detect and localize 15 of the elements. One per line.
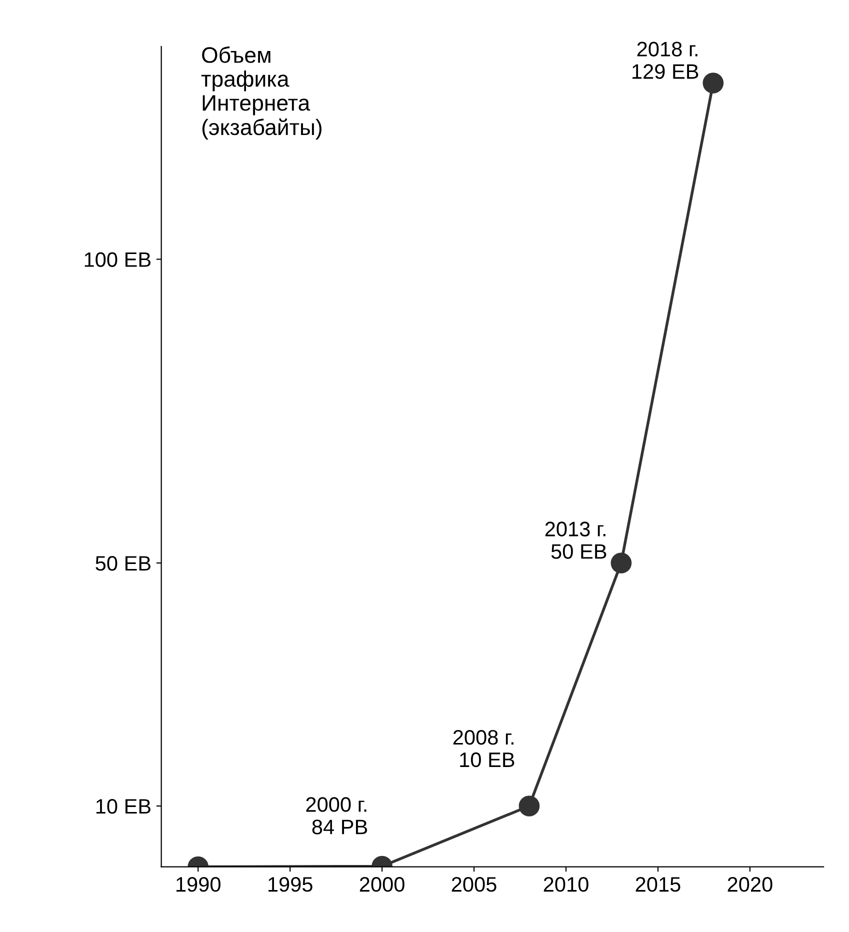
x-tick-label: 2020 bbox=[728, 877, 772, 892]
annotation: 2013 г. 50 EB bbox=[545, 522, 606, 559]
x-tick-label: 2015 bbox=[636, 877, 680, 892]
annotation: 2018 г. 129 EB bbox=[632, 42, 698, 79]
x-tick-label: 2000 bbox=[360, 877, 404, 892]
y-tick-label: 100 EB bbox=[84, 252, 150, 267]
x-tick-label: 2005 bbox=[452, 877, 496, 892]
x-tick-label: 1995 bbox=[268, 877, 312, 892]
y-axis-title: Объем трафика Интернета (экзабайты) bbox=[201, 46, 322, 140]
annotation: 2008 г. 10 EB bbox=[453, 730, 514, 768]
y-tick-label: 10 EB bbox=[96, 799, 150, 814]
x-tick-label: 1990 bbox=[176, 877, 220, 892]
y-tick-label: 50 EB bbox=[96, 556, 150, 571]
annotation: 2000 г. 84 PB bbox=[306, 797, 368, 834]
x-tick-label: 2010 bbox=[544, 877, 588, 892]
